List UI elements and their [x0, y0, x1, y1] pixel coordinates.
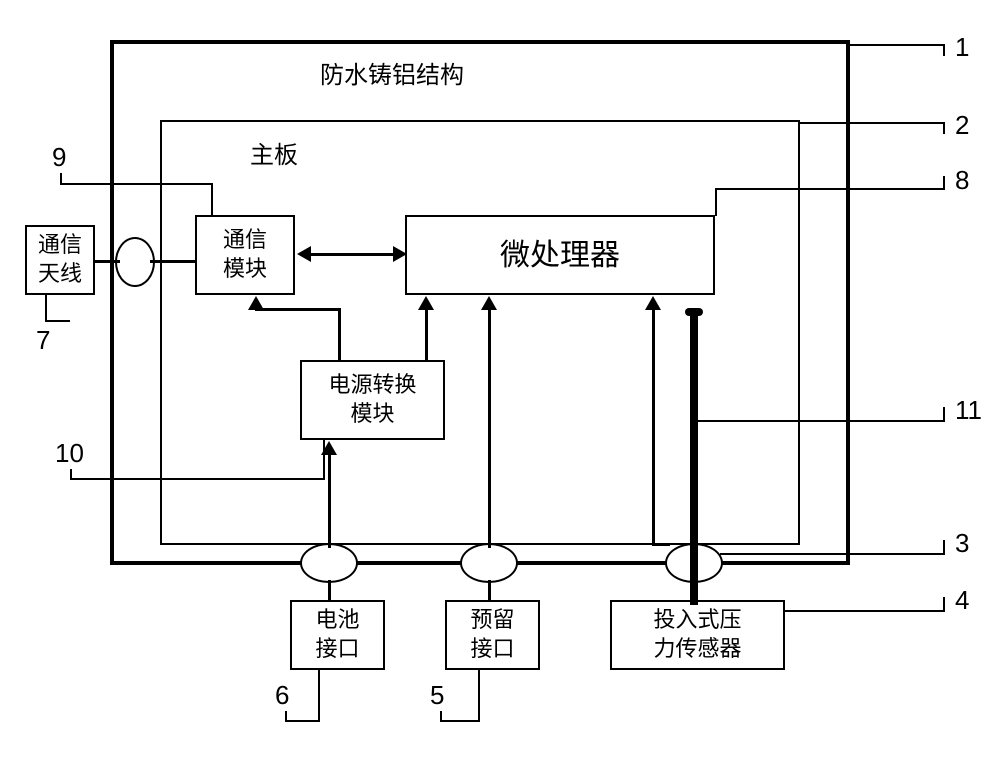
microprocessor-label: 微处理器: [500, 236, 620, 275]
line-battery-gland: [328, 580, 331, 600]
callout-4: 4: [955, 585, 969, 616]
leader-4-v: [943, 597, 945, 612]
line-comm-micro: [310, 253, 395, 256]
leader-2-h: [800, 122, 945, 124]
comm-module-box: 通信 模块: [195, 215, 295, 295]
leader-1-v: [943, 44, 945, 56]
callout-10: 10: [55, 438, 84, 469]
leader-7-v: [45, 295, 47, 320]
leader-3-v: [943, 540, 945, 555]
reserved-port-box: 预留 接口: [445, 600, 540, 670]
antenna-label: 通信 天线: [38, 231, 82, 288]
leader-6-v: [318, 670, 320, 720]
thick-cap-sensor: [685, 308, 703, 316]
callout-2: 2: [955, 110, 969, 141]
callout-8: 8: [955, 165, 969, 196]
callout-3: 3: [955, 528, 969, 559]
reserved-port-label: 预留 接口: [470, 606, 514, 663]
leader-5-h: [440, 720, 480, 722]
line-sensor-h: [652, 543, 670, 546]
arrow-comm-right: [393, 246, 407, 262]
arrow-comm-left: [297, 246, 311, 262]
battery-port-label: 电池 接口: [315, 606, 359, 663]
line-gland-micro2: [488, 308, 491, 548]
battery-port-box: 电池 接口: [290, 600, 385, 670]
line-gland-comm: [150, 260, 195, 263]
callout-7: 7: [36, 325, 50, 356]
microprocessor-box: 微处理器: [405, 215, 715, 295]
line-sensor-micro: [652, 308, 655, 543]
leader-10-v: [323, 440, 325, 480]
leader-9-v: [211, 183, 213, 216]
power-module-box: 电源转换 模块: [300, 360, 445, 440]
callout-5: 5: [430, 680, 444, 711]
leader-9-h: [60, 183, 213, 185]
inner-frame: [160, 120, 800, 545]
gland-antenna: [115, 237, 155, 287]
callout-6: 6: [275, 680, 289, 711]
antenna-box: 通信 天线: [25, 225, 95, 295]
thick-line-sensor: [690, 310, 698, 605]
arrow-power-micro: [418, 296, 434, 310]
line-power-comm-h: [255, 308, 341, 311]
arrow-power-comm: [248, 296, 264, 310]
pressure-sensor-box: 投入式压 力传感器: [610, 600, 785, 670]
comm-module-label: 通信 模块: [223, 226, 267, 283]
pressure-sensor-label: 投入式压 力传感器: [653, 606, 741, 663]
callout-1: 1: [955, 32, 969, 63]
leader-8-v: [715, 188, 717, 216]
leader-4-h: [785, 610, 943, 612]
line-power-micro: [425, 308, 428, 360]
leader-6-h: [285, 720, 320, 722]
gland-battery: [300, 543, 358, 583]
leader-11-v: [943, 407, 945, 422]
line-antenna-gland: [95, 260, 120, 263]
leader-8-v2: [943, 176, 945, 190]
leader-2-v: [943, 122, 945, 134]
power-module-label: 电源转换 模块: [328, 371, 416, 428]
line-power-comm-v: [338, 308, 341, 360]
line-reserved-gland: [488, 580, 491, 600]
callout-11: 11: [955, 395, 982, 426]
leader-5-v: [478, 670, 480, 720]
leader-1-h: [850, 44, 945, 46]
inner-frame-label: 主板: [250, 135, 298, 170]
leader-3-h: [720, 553, 943, 555]
arrow-reserved-micro: [481, 296, 497, 310]
line-gland-power: [328, 453, 331, 548]
leader-11-h: [698, 420, 943, 422]
gland-reserved: [460, 543, 518, 583]
outer-frame-label: 防水铸铝结构: [320, 55, 464, 90]
leader-10-h: [70, 478, 325, 480]
callout-9: 9: [52, 142, 66, 173]
leader-7-h: [45, 320, 70, 322]
leader-8-h: [715, 188, 943, 190]
